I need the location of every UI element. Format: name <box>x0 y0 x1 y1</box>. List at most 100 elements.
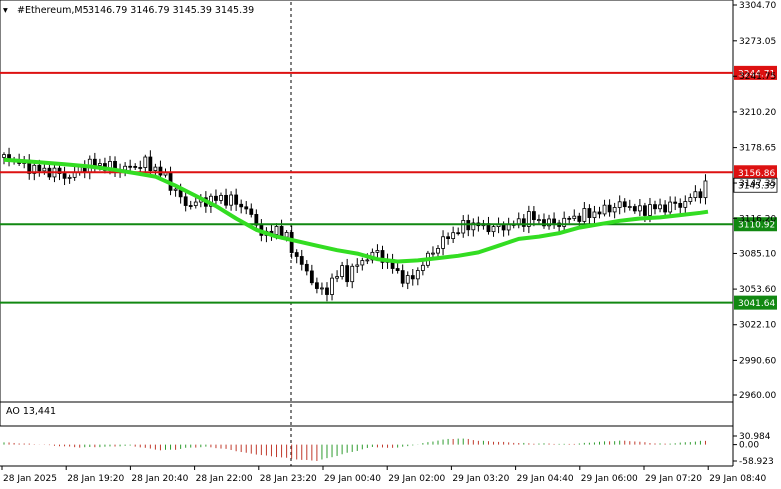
candle <box>622 198 627 213</box>
candle-body <box>410 275 415 280</box>
candle-body <box>572 215 577 219</box>
candle-body <box>183 196 188 206</box>
candle <box>703 174 708 205</box>
candle-body <box>521 218 526 227</box>
candle-body <box>688 197 693 202</box>
candle-body <box>703 180 708 199</box>
candle-body <box>274 226 279 235</box>
candle-body <box>547 218 551 227</box>
candle-body <box>128 165 133 168</box>
candle-body <box>57 167 62 174</box>
price-tick-label: 3085.10 <box>739 249 776 259</box>
candle-body <box>92 158 97 166</box>
candle <box>229 191 233 211</box>
candle-body <box>37 164 42 172</box>
candle-body <box>627 206 632 208</box>
ao-tick-label: 0.00 <box>739 441 759 451</box>
candle <box>143 154 148 174</box>
candle <box>2 152 6 165</box>
candle <box>340 261 345 280</box>
candle-body <box>239 203 244 208</box>
candle <box>234 188 239 211</box>
price-tick-label: 3116.20 <box>739 214 776 224</box>
candle-body <box>451 232 456 239</box>
candle-body <box>542 219 546 227</box>
candle-body <box>249 208 254 215</box>
candle <box>345 258 350 287</box>
candle <box>375 244 380 258</box>
candle-body <box>592 211 597 218</box>
candle-body <box>67 176 72 179</box>
candle-body <box>143 156 148 168</box>
candle-body <box>325 287 329 295</box>
candle <box>683 195 688 213</box>
candle <box>314 277 319 294</box>
candle-body <box>234 194 239 205</box>
candle-body <box>138 167 143 169</box>
candle <box>663 200 668 216</box>
candle <box>289 225 294 259</box>
price-panel <box>0 0 734 467</box>
candle-body <box>587 208 592 218</box>
candle-body <box>219 194 223 201</box>
candle <box>294 249 299 264</box>
candle-body <box>224 194 228 206</box>
candle-body <box>133 166 138 168</box>
candle-body <box>698 191 703 199</box>
candle-body <box>537 219 541 221</box>
ao-tick-label: -58.923 <box>739 457 774 467</box>
candle <box>446 232 451 245</box>
candle <box>183 190 188 212</box>
indicator-label: AO 13,441 <box>6 406 56 417</box>
candle <box>309 264 314 286</box>
price-tick-label: 3022.10 <box>739 321 776 331</box>
price-panel-frame <box>0 0 734 427</box>
candle-body <box>552 218 556 224</box>
candle <box>188 200 193 210</box>
level-tag-label: 3041.64 <box>738 299 775 309</box>
candle <box>441 230 445 256</box>
candle <box>653 200 657 215</box>
candle <box>410 269 415 286</box>
time-tick-label: 28 Jan 22:00 <box>196 474 253 484</box>
level-tag-bg <box>734 65 777 80</box>
candle-body <box>380 250 385 263</box>
candle-body <box>2 154 6 158</box>
candle-body <box>214 195 218 201</box>
candle <box>673 196 678 211</box>
candle-body <box>244 206 249 210</box>
candle-body <box>309 270 314 284</box>
candle-body <box>340 265 345 277</box>
candle-body <box>643 205 647 216</box>
candle-body <box>32 164 37 174</box>
candle-body <box>153 166 158 171</box>
candle-body <box>188 205 193 207</box>
price-tick-label: 3241.75 <box>739 72 776 82</box>
time-axis-ticks: 28 Jan 2025 28 Jan 19:20 28 Jan 20:40 28 Ja… <box>1 466 766 484</box>
level-tag-bg <box>734 165 777 180</box>
candle-body <box>294 252 299 257</box>
level-tag-label: 3244.71 <box>738 69 775 79</box>
current-price-tag-bg <box>733 177 778 193</box>
candle <box>138 160 143 172</box>
candle-body <box>663 204 668 213</box>
candle <box>355 258 360 273</box>
candle-body <box>304 263 309 272</box>
candle-body <box>607 204 612 213</box>
symbol-label: #Ethereum,M5 <box>17 5 89 16</box>
candle <box>133 163 138 170</box>
candle-body <box>436 248 440 254</box>
candle <box>658 198 662 213</box>
candle-body <box>526 211 531 227</box>
price-tick-label: 2960.00 <box>739 391 776 401</box>
time-tick-label: 28 Jan 2025 <box>3 474 57 484</box>
candle <box>531 206 536 227</box>
candle <box>597 206 602 219</box>
candle <box>668 196 673 218</box>
candle <box>380 245 385 270</box>
candle <box>400 264 405 288</box>
price-tick-label: 3178.65 <box>739 144 776 154</box>
time-tick-label: 29 Jan 03:20 <box>452 474 509 484</box>
candle-body <box>693 191 698 198</box>
